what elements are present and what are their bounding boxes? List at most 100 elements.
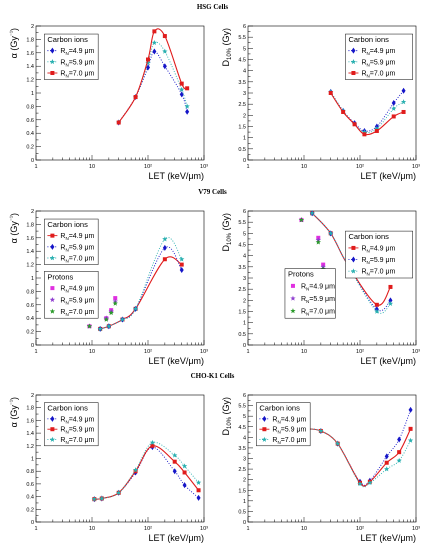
data-point xyxy=(179,86,185,92)
y-tick-label: 5 xyxy=(243,46,246,52)
y-tick-label: 1.4 xyxy=(26,249,34,255)
data-point xyxy=(172,452,178,458)
legend-marker xyxy=(262,427,267,432)
chart-cho-d10: 1 10 10² 10³ 0 0.5 1 1.5 2 2.5 3 3.5 4 4.5 5 5.5 6 LET (k… xyxy=(221,393,420,543)
y-tick-label: 4 xyxy=(243,69,246,75)
y-tick-label: 0.8 xyxy=(26,469,34,475)
legend-entry: RN=7.0 μm xyxy=(60,309,94,317)
chart-v79-alpha: 1 10 10² 10³ 0 0.2 0.4 0.6 0.8 1 1.2 1.4 1.6 1.8 2 LET … xyxy=(9,209,208,366)
y-tick-label: 2 xyxy=(31,209,34,215)
data-point xyxy=(401,109,406,114)
legend-entry: RN=5.9 μm xyxy=(361,257,395,265)
legend-marker xyxy=(351,245,356,250)
y-tick-label: 0.4 xyxy=(26,131,34,137)
x-tick-label: 1 xyxy=(34,349,37,355)
data-point xyxy=(179,256,185,262)
legend-entry: RN=5.9 μm xyxy=(60,244,94,252)
data-point xyxy=(182,482,187,489)
y-axis-label: D10% (Gy) xyxy=(221,397,233,436)
series-line xyxy=(118,41,188,123)
data-point xyxy=(152,29,157,34)
legend-box xyxy=(44,271,99,319)
y-tick-label: 5.5 xyxy=(238,220,246,226)
data-point xyxy=(151,39,158,46)
series-line xyxy=(118,51,188,123)
row-title-cho: CHO-K1 Cells xyxy=(190,372,235,380)
legend-entry: RN=7.0 μm xyxy=(361,269,395,277)
legend-carbon: Carbon ions RN=4.9 μm RN=5.9 μm RN=7.0 μm xyxy=(345,230,413,279)
data-point xyxy=(388,297,393,304)
x-tick-label: 10³ xyxy=(200,349,208,355)
y-axis-label: α (Gy⁻¹) xyxy=(9,397,19,427)
x-tick-label: 1 xyxy=(34,526,37,532)
y-tick-label: 1.5 xyxy=(238,488,246,494)
series-carbon-70 xyxy=(116,28,190,125)
x-tick-label: 10² xyxy=(356,526,364,532)
data-point xyxy=(103,316,109,322)
legend-marker xyxy=(49,308,56,314)
x-tick-label: 10 xyxy=(89,349,95,355)
data-point xyxy=(362,132,367,137)
series-line xyxy=(306,409,411,486)
legend-entry: RN=5.9 μm xyxy=(361,59,395,67)
y-tick-label: 0 xyxy=(243,343,246,349)
legend-entry: RN=5.9 μm xyxy=(301,296,335,304)
y-tick-label: 6 xyxy=(243,24,246,30)
legend-marker xyxy=(350,59,357,65)
data-point xyxy=(335,440,341,446)
y-tick-label: 2 xyxy=(243,478,246,484)
y-tick-label: 1.6 xyxy=(26,51,34,57)
legend-marker xyxy=(351,256,356,263)
legend-entry: RN=4.9 μm xyxy=(361,48,395,56)
y-tick-label: 5.5 xyxy=(238,35,246,41)
legend-carbon: Carbon ions RN=4.9 μm RN=5.9 μm RN=7.0 μm xyxy=(345,33,413,80)
data-point xyxy=(133,95,138,100)
data-point xyxy=(179,81,184,86)
y-tick-label: 1.8 xyxy=(26,222,34,228)
x-tick-label: 10 xyxy=(89,164,95,170)
legend-entry: RN=4.9 μm xyxy=(361,245,395,253)
data-point xyxy=(374,302,379,307)
legend-entry: RN=4.9 μm xyxy=(60,416,94,424)
legend-entry: RN=7.0 μm xyxy=(60,437,94,445)
y-tick-label: 0.4 xyxy=(26,495,34,501)
y-axis-label: α (Gy⁻¹) xyxy=(9,28,19,58)
data-point xyxy=(328,230,334,236)
y-tick-label: 1.2 xyxy=(26,444,34,450)
x-axis-label: LET (keV/μm) xyxy=(148,171,204,181)
x-axis-label: LET (keV/μm) xyxy=(360,356,416,366)
y-tick-label: 1.2 xyxy=(26,78,34,84)
data-point xyxy=(182,470,187,475)
y-tick-label: 0.2 xyxy=(26,330,34,336)
x-tick-label: 1 xyxy=(246,526,249,532)
x-tick-label: 10 xyxy=(301,164,307,170)
data-point xyxy=(181,463,188,469)
data-point xyxy=(162,244,167,251)
data-point xyxy=(152,48,157,55)
data-point xyxy=(309,210,315,216)
y-tick-label: 4.5 xyxy=(238,425,246,431)
data-point xyxy=(384,466,390,472)
series-protons-70 xyxy=(86,300,118,329)
legend-marker xyxy=(261,436,268,442)
x-tick-label: 10² xyxy=(356,164,364,170)
legend-title: Carbon ions xyxy=(259,404,300,413)
y-tick-label: 3 xyxy=(243,91,246,97)
data-point xyxy=(116,120,121,125)
data-point xyxy=(401,87,406,94)
data-point xyxy=(162,257,167,262)
data-point xyxy=(162,34,167,39)
y-tick-label: 0.6 xyxy=(26,303,34,309)
data-point xyxy=(384,460,389,465)
y-tick-label: 2.5 xyxy=(238,467,246,473)
data-point xyxy=(172,459,177,464)
x-tick-label: 10³ xyxy=(412,164,420,170)
y-tick-label: 4.5 xyxy=(238,243,246,249)
legend-entry: RN=5.9 μm xyxy=(60,427,94,435)
data-point xyxy=(396,457,402,463)
y-tick-label: 1 xyxy=(31,457,34,463)
y-tick-label: 0 xyxy=(243,158,246,164)
x-tick-label: 10² xyxy=(144,164,152,170)
legend-entry: RN=5.9 μm xyxy=(60,297,94,305)
legend-marker xyxy=(351,47,356,54)
